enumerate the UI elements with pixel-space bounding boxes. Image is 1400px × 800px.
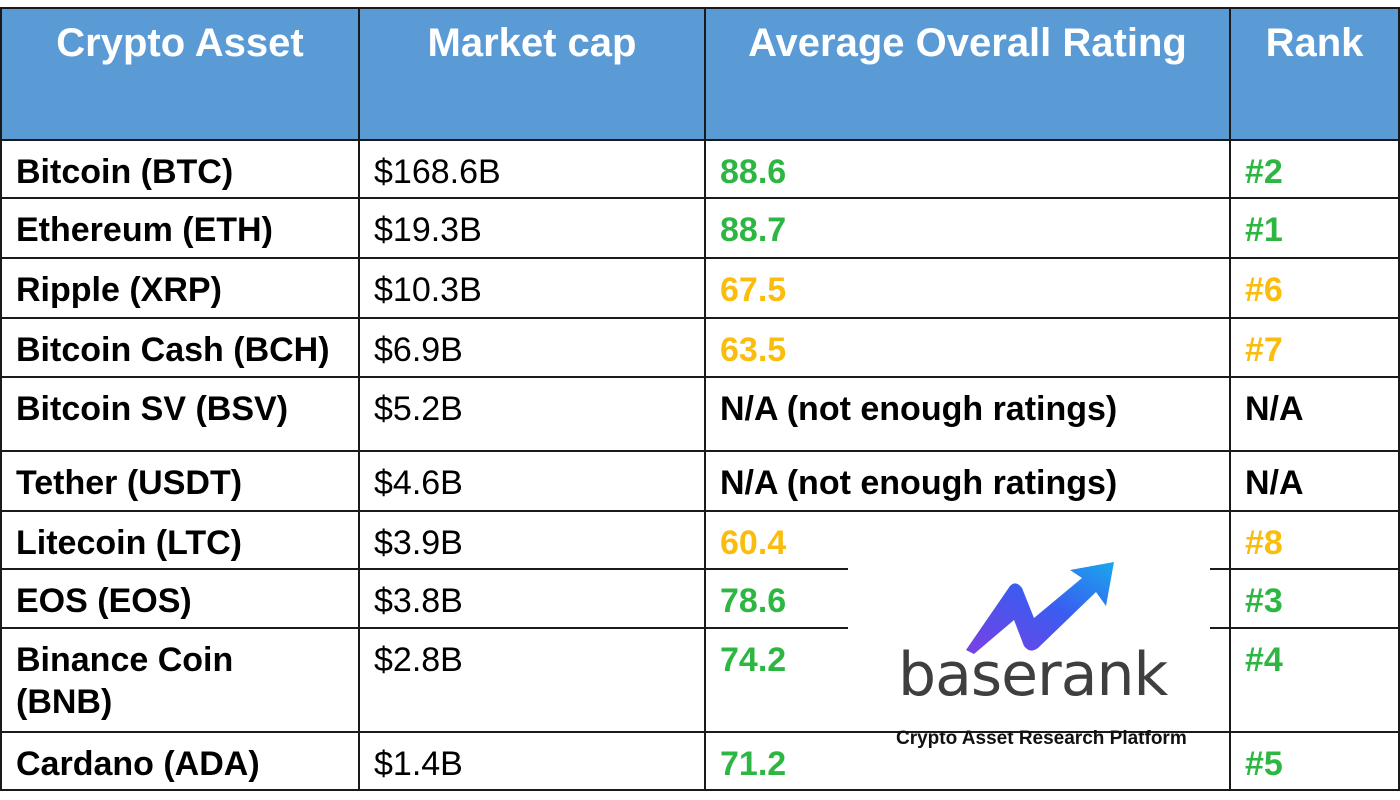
rising-arrow-icon [966, 562, 1114, 654]
asset-name: Bitcoin Cash (BCH) [0, 317, 360, 378]
table-row: Litecoin (LTC) $3.9B 60.4 #8 [0, 510, 1400, 570]
header-market-cap: Market cap [358, 7, 706, 141]
header-rating: Average Overall Rating [704, 7, 1231, 141]
market-cap: $19.3B [358, 197, 706, 259]
table-row: Bitcoin SV (BSV) $5.2B N/A (not enough r… [0, 376, 1400, 452]
rank-value: #6 [1229, 257, 1400, 319]
header-asset: Crypto Asset [0, 7, 360, 141]
asset-name: Bitcoin (BTC) [0, 139, 360, 199]
market-cap: $168.6B [358, 139, 706, 199]
table-row: Bitcoin Cash (BCH) $6.9B 63.5 #7 [0, 317, 1400, 378]
rating-value: 88.7 [704, 197, 1231, 259]
asset-name: Ethereum (ETH) [0, 197, 360, 259]
baserank-logo: baserank Crypto Asset Research Platform [848, 562, 1210, 749]
market-cap: $3.9B [358, 510, 706, 570]
market-cap: $6.9B [358, 317, 706, 378]
table-row: Ethereum (ETH) $19.3B 88.7 #1 [0, 197, 1400, 259]
logo-wordmark: baserank [898, 640, 1168, 710]
rank-value: #2 [1229, 139, 1400, 199]
asset-name: Binance Coin (BNB) [0, 627, 360, 733]
asset-name-text: Binance Coin (BNB) [16, 641, 234, 721]
rank-value: #8 [1229, 510, 1400, 570]
asset-name: EOS (EOS) [0, 568, 360, 629]
market-cap: $10.3B [358, 257, 706, 319]
rating-value: 67.5 [704, 257, 1231, 319]
rank-value: #7 [1229, 317, 1400, 378]
market-cap: $5.2B [358, 376, 706, 452]
rating-value: 71.2 [704, 731, 1231, 791]
market-cap: $4.6B [358, 450, 706, 512]
rating-value: N/A (not enough ratings) [704, 376, 1231, 452]
table-row: Ripple (XRP) $10.3B 67.5 #6 [0, 257, 1400, 319]
header-rank: Rank [1229, 7, 1400, 141]
crypto-ratings-table: Crypto Asset Market cap Average Overall … [0, 7, 1400, 791]
market-cap: $2.8B [358, 627, 706, 733]
market-cap: $1.4B [358, 731, 706, 791]
asset-name: Tether (USDT) [0, 450, 360, 512]
table-row: Bitcoin (BTC) $168.6B 88.6 #2 [0, 139, 1400, 199]
asset-name: Ripple (XRP) [0, 257, 360, 319]
rating-value: 88.6 [704, 139, 1231, 199]
table-row: Tether (USDT) $4.6B N/A (not enough rati… [0, 450, 1400, 512]
rating-value: N/A (not enough ratings) [704, 450, 1231, 512]
asset-name: Cardano (ADA) [0, 731, 360, 791]
header-row: Crypto Asset Market cap Average Overall … [0, 7, 1400, 141]
logo-tagline: Crypto Asset Research Platform [896, 728, 1187, 749]
asset-name: Litecoin (LTC) [0, 510, 360, 570]
rank-value: N/A [1229, 450, 1400, 512]
rank-value: #5 [1229, 731, 1400, 791]
rank-value: #4 [1229, 627, 1400, 733]
rank-value: #1 [1229, 197, 1400, 259]
rank-value: #3 [1229, 568, 1400, 629]
market-cap: $3.8B [358, 568, 706, 629]
rank-value: N/A [1229, 376, 1400, 452]
rating-value: 63.5 [704, 317, 1231, 378]
rating-value: 60.4 [704, 510, 1231, 570]
asset-name: Bitcoin SV (BSV) [0, 376, 360, 452]
table-row: Cardano (ADA) $1.4B 71.2 #5 [0, 731, 1400, 791]
